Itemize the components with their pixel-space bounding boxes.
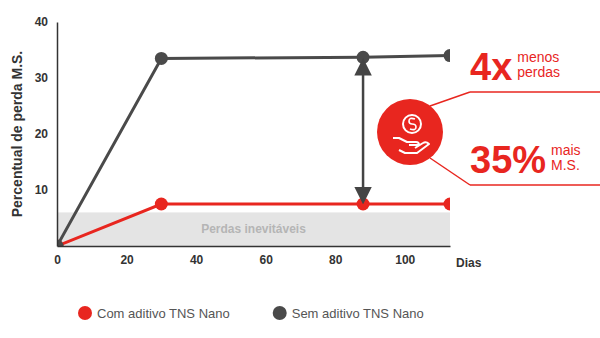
connector [430, 92, 470, 106]
tick: 80 [329, 246, 343, 267]
tick-label: 60 [259, 253, 273, 267]
tick: 10 [35, 183, 57, 197]
icon-coin [403, 115, 421, 133]
icon-dollar [409, 118, 416, 129]
callout-value: 35% [470, 139, 546, 181]
y-axis: 10 20 30 40 [35, 15, 58, 246]
tick: 60 [259, 246, 273, 267]
legend-marker [273, 306, 287, 320]
tick-label: 40 [190, 253, 204, 267]
tick-label: 30 [35, 71, 49, 85]
point [444, 198, 451, 211]
icon-hand [393, 138, 429, 153]
axis-line [58, 246, 451, 248]
plot-area [57, 49, 450, 246]
connector [430, 158, 470, 185]
tick-label: 20 [35, 127, 49, 141]
tick: 40 [190, 246, 204, 267]
tick-label: 40 [35, 15, 49, 29]
callout-text: perdas [517, 64, 560, 80]
difference-arrow [362, 67, 365, 196]
chart: Perdas inevitáveis 0 20 40 60 80 100 10 20 30 40 Di… [0, 0, 600, 338]
line [57, 204, 450, 246]
tick: 30 [35, 71, 57, 85]
callout-text: M.S. [551, 157, 580, 173]
legend-marker [78, 306, 92, 320]
point [357, 198, 370, 211]
callout-value: 4x [470, 46, 512, 88]
tick-label: 20 [120, 253, 134, 267]
tick: 20 [120, 246, 134, 267]
x-axis-title: Dias [456, 256, 482, 270]
band [57, 212, 450, 246]
connector [470, 184, 600, 186]
icon-circle [377, 99, 443, 165]
y-axis-title: Percentual de perda M.S. [9, 51, 25, 218]
legend-label: Com aditivo TNS Nano [97, 306, 230, 321]
band-label: Perdas inevitáveis [201, 222, 306, 236]
tick-label: 80 [329, 253, 343, 267]
icon [377, 92, 600, 185]
tick-label: 0 [54, 253, 61, 267]
point [357, 51, 370, 64]
tick: 100 [395, 246, 415, 267]
legend-label: Sem aditivo TNS Nano [292, 306, 424, 321]
tick-label: 100 [395, 253, 415, 267]
tick: 40 [35, 15, 57, 29]
tick-label: 10 [35, 183, 49, 197]
callout-text: mais [551, 142, 581, 158]
tick: 20 [35, 127, 57, 141]
point [155, 198, 168, 211]
line [57, 56, 450, 246]
legend: Com aditivo TNS Nano Sem aditivo TNS Nano [78, 306, 424, 321]
callout-text: menos [517, 49, 559, 65]
point [155, 52, 168, 65]
x-axis: 0 20 40 60 80 100 [54, 246, 450, 267]
connector [470, 91, 600, 93]
axis-line [57, 23, 59, 247]
point [444, 49, 451, 62]
tick: 0 [54, 246, 61, 267]
